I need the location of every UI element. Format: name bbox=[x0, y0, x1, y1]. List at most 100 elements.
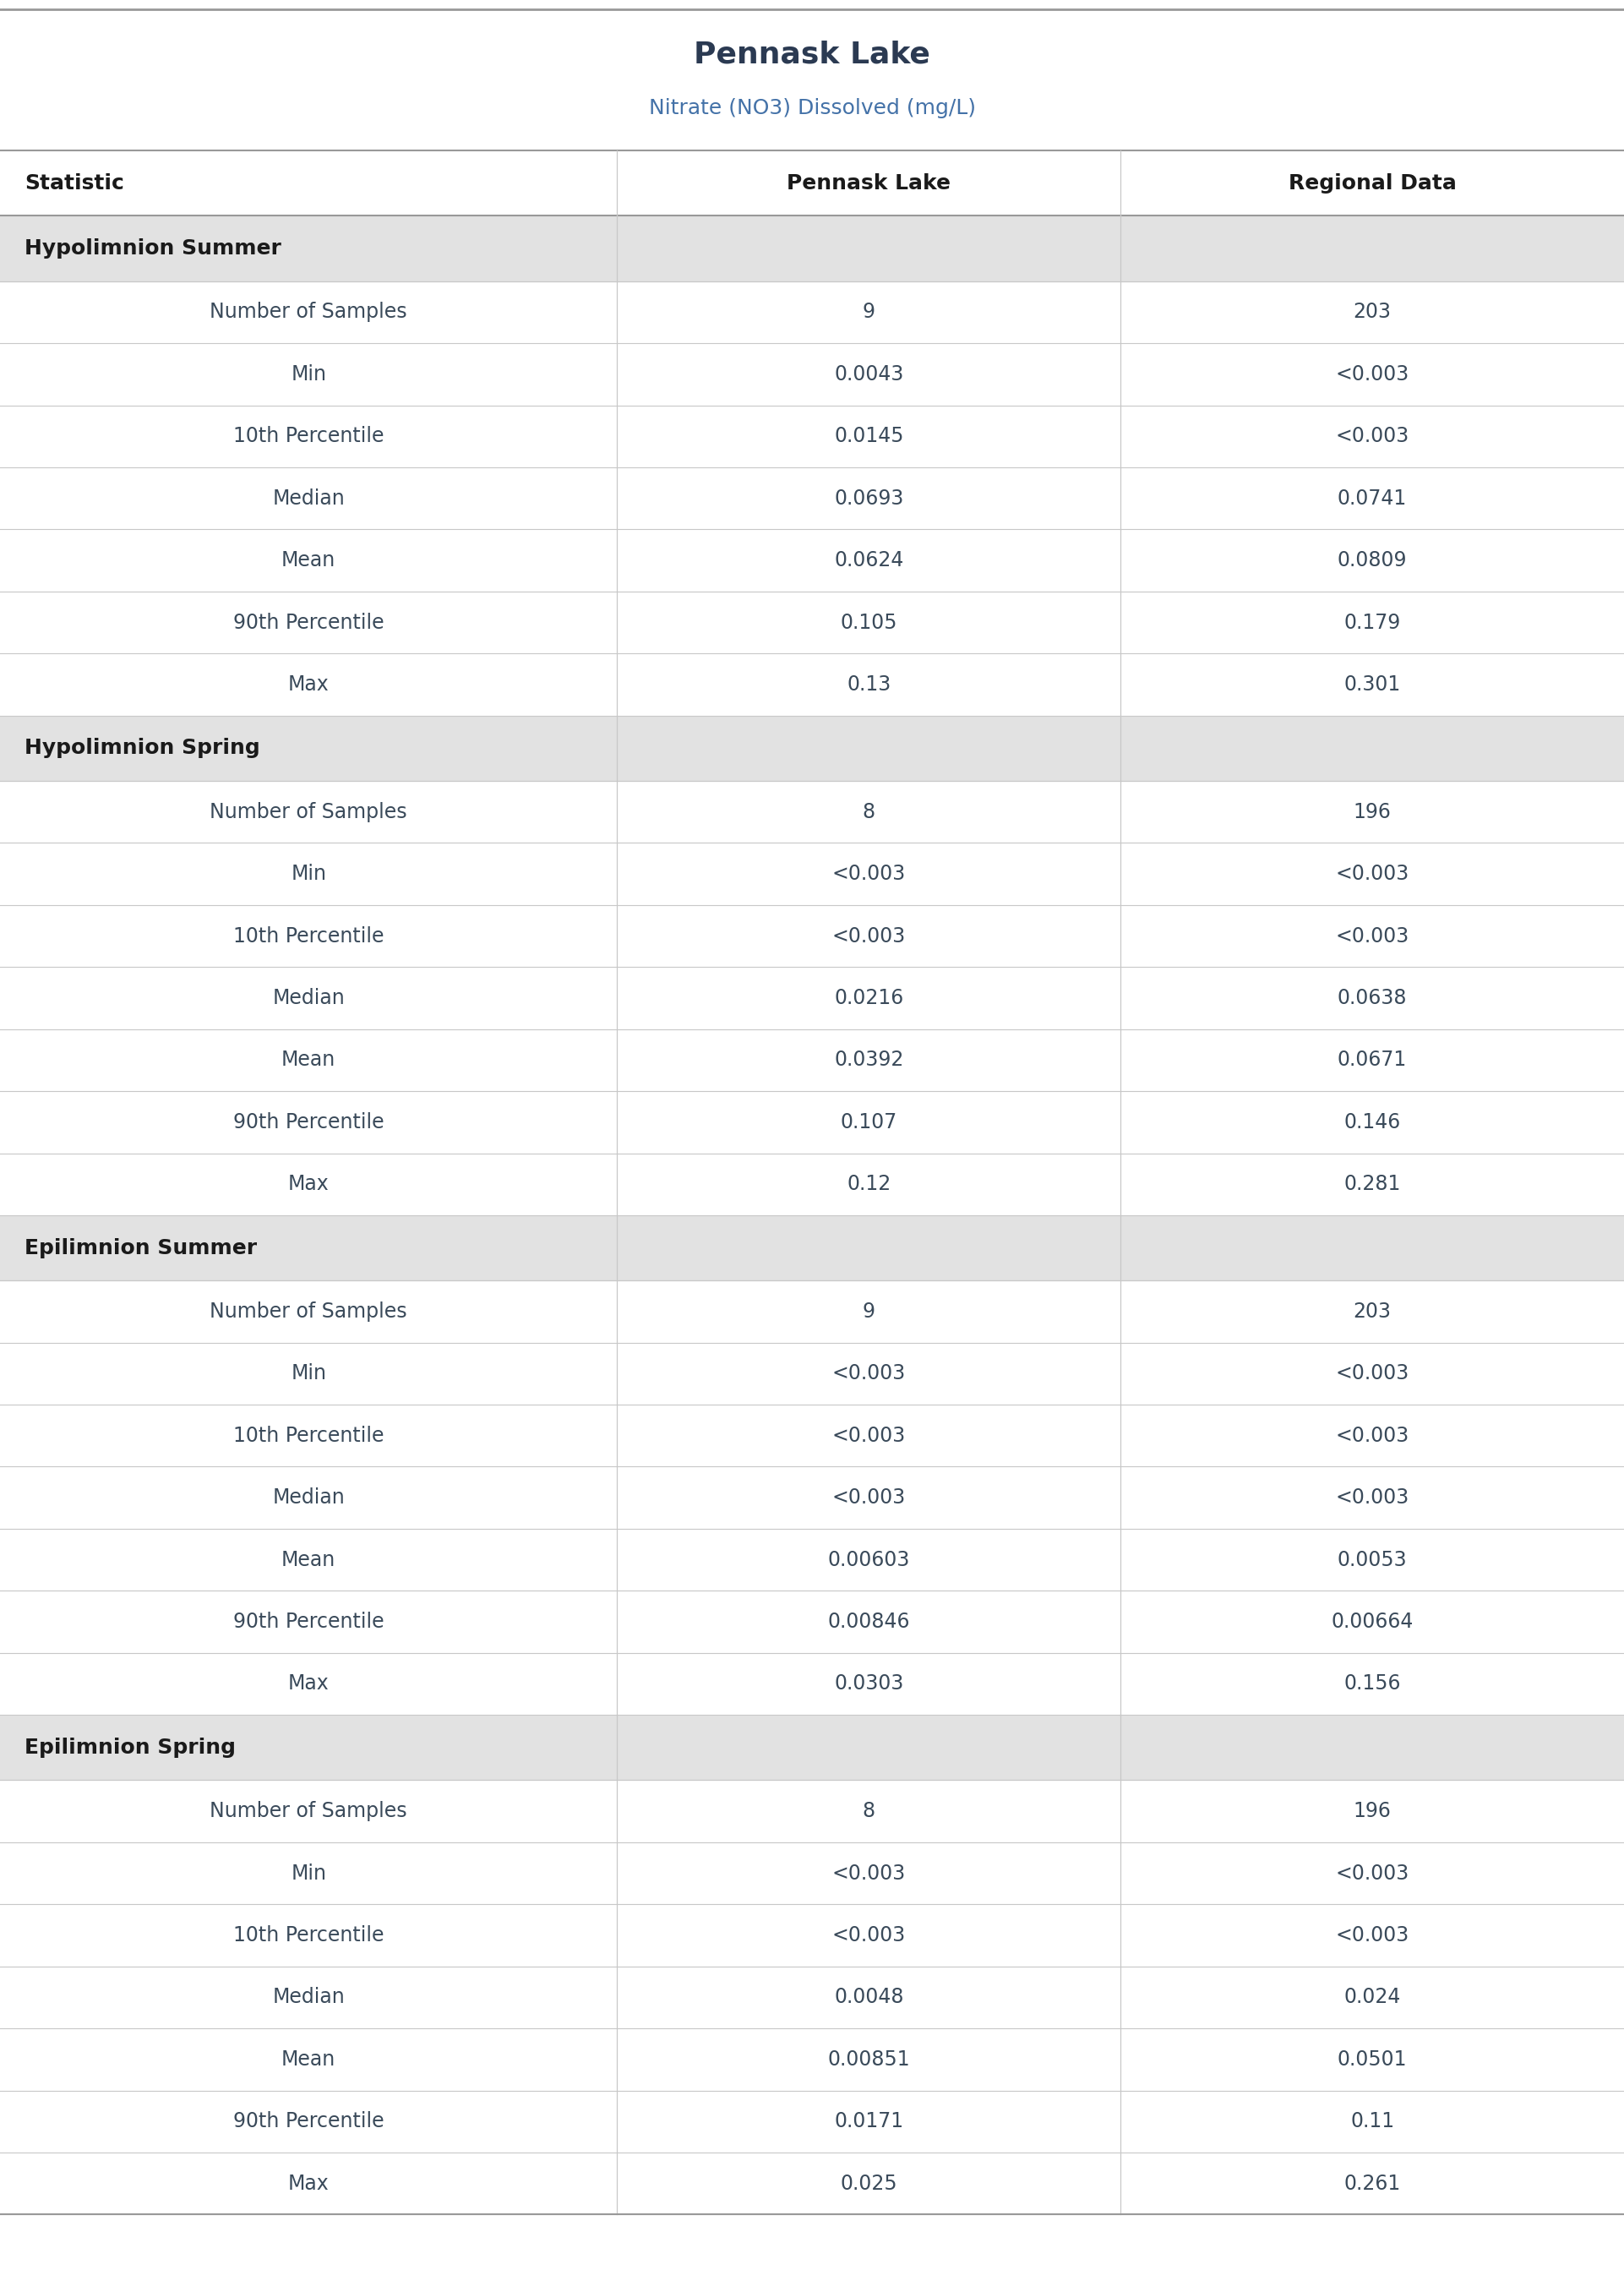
Bar bbox=[0, 781, 1624, 842]
Text: <0.003: <0.003 bbox=[1335, 1925, 1410, 1945]
Text: <0.003: <0.003 bbox=[831, 1364, 906, 1385]
Bar bbox=[0, 1843, 1624, 1905]
Text: <0.003: <0.003 bbox=[831, 1487, 906, 1507]
Text: Min: Min bbox=[291, 1864, 326, 1884]
Bar bbox=[0, 1528, 1624, 1591]
Text: Pennask Lake: Pennask Lake bbox=[693, 41, 931, 68]
Text: Median: Median bbox=[273, 488, 344, 508]
Text: 0.0501: 0.0501 bbox=[1338, 2050, 1406, 2070]
Text: 0.00846: 0.00846 bbox=[828, 1612, 909, 1632]
Text: 0.0693: 0.0693 bbox=[835, 488, 903, 508]
Bar bbox=[0, 406, 1624, 468]
Text: Epilimnion Summer: Epilimnion Summer bbox=[24, 1237, 257, 1258]
Bar bbox=[0, 1028, 1624, 1092]
Bar bbox=[0, 1342, 1624, 1405]
Text: 0.0671: 0.0671 bbox=[1338, 1051, 1406, 1069]
Text: <0.003: <0.003 bbox=[1335, 363, 1410, 384]
Bar bbox=[0, 654, 1624, 715]
Text: <0.003: <0.003 bbox=[1335, 865, 1410, 883]
Text: Regional Data: Regional Data bbox=[1288, 173, 1457, 193]
Text: 0.0216: 0.0216 bbox=[835, 987, 903, 1008]
Text: 0.0048: 0.0048 bbox=[835, 1986, 903, 2007]
Bar bbox=[0, 281, 1624, 343]
Text: <0.003: <0.003 bbox=[1335, 926, 1410, 947]
Text: 203: 203 bbox=[1353, 1301, 1392, 1321]
Text: 10th Percentile: 10th Percentile bbox=[234, 1925, 383, 1945]
Text: 10th Percentile: 10th Percentile bbox=[234, 1426, 383, 1446]
Text: 203: 203 bbox=[1353, 302, 1392, 322]
Text: <0.003: <0.003 bbox=[831, 1925, 906, 1945]
Text: 196: 196 bbox=[1353, 801, 1392, 822]
Bar bbox=[0, 1653, 1624, 1714]
Text: 9: 9 bbox=[862, 1301, 875, 1321]
Text: 90th Percentile: 90th Percentile bbox=[234, 613, 383, 633]
Text: 0.0043: 0.0043 bbox=[835, 363, 903, 384]
Bar bbox=[0, 906, 1624, 967]
Text: Mean: Mean bbox=[281, 1550, 336, 1571]
Bar bbox=[0, 1466, 1624, 1528]
Text: 0.301: 0.301 bbox=[1345, 674, 1400, 695]
Text: Number of Samples: Number of Samples bbox=[209, 801, 408, 822]
Text: 10th Percentile: 10th Percentile bbox=[234, 427, 383, 447]
Text: 0.00851: 0.00851 bbox=[828, 2050, 909, 2070]
Text: 0.025: 0.025 bbox=[840, 2172, 898, 2193]
Text: 0.0053: 0.0053 bbox=[1338, 1550, 1406, 1571]
Text: <0.003: <0.003 bbox=[831, 1864, 906, 1884]
Text: Hypolimnion Spring: Hypolimnion Spring bbox=[24, 738, 260, 758]
Text: Max: Max bbox=[287, 674, 330, 695]
Text: Statistic: Statistic bbox=[24, 173, 123, 193]
Text: Median: Median bbox=[273, 987, 344, 1008]
Text: 0.0741: 0.0741 bbox=[1338, 488, 1406, 508]
Bar bbox=[0, 2152, 1624, 2216]
Text: 0.11: 0.11 bbox=[1350, 2111, 1395, 2132]
Text: Min: Min bbox=[291, 1364, 326, 1385]
Bar bbox=[0, 1714, 1624, 1780]
Text: <0.003: <0.003 bbox=[1335, 1864, 1410, 1884]
Text: <0.003: <0.003 bbox=[831, 865, 906, 883]
Text: Mean: Mean bbox=[281, 2050, 336, 2070]
Text: <0.003: <0.003 bbox=[831, 1426, 906, 1446]
Bar bbox=[0, 529, 1624, 592]
Text: 196: 196 bbox=[1353, 1800, 1392, 1821]
Text: 0.12: 0.12 bbox=[846, 1174, 892, 1194]
Text: Hypolimnion Summer: Hypolimnion Summer bbox=[24, 238, 281, 259]
Text: Min: Min bbox=[291, 865, 326, 883]
Text: Median: Median bbox=[273, 1986, 344, 2007]
Text: 9: 9 bbox=[862, 302, 875, 322]
Text: Mean: Mean bbox=[281, 549, 336, 570]
Text: 8: 8 bbox=[862, 801, 875, 822]
Text: 0.146: 0.146 bbox=[1345, 1112, 1400, 1133]
Text: <0.003: <0.003 bbox=[831, 926, 906, 947]
Text: 0.13: 0.13 bbox=[846, 674, 892, 695]
Bar bbox=[0, 2091, 1624, 2152]
Text: <0.003: <0.003 bbox=[1335, 1426, 1410, 1446]
Text: Number of Samples: Number of Samples bbox=[209, 1301, 408, 1321]
Bar bbox=[0, 1214, 1624, 1280]
Text: 8: 8 bbox=[862, 1800, 875, 1821]
Text: Max: Max bbox=[287, 1673, 330, 1693]
Text: 10th Percentile: 10th Percentile bbox=[234, 926, 383, 947]
Bar bbox=[0, 1280, 1624, 1342]
Bar bbox=[0, 1780, 1624, 1843]
Bar bbox=[0, 343, 1624, 406]
Bar bbox=[0, 842, 1624, 906]
Text: <0.003: <0.003 bbox=[1335, 1487, 1410, 1507]
Text: 0.0638: 0.0638 bbox=[1338, 987, 1406, 1008]
Text: 0.0145: 0.0145 bbox=[835, 427, 903, 447]
Text: 0.261: 0.261 bbox=[1345, 2172, 1400, 2193]
Text: 90th Percentile: 90th Percentile bbox=[234, 1112, 383, 1133]
Bar bbox=[0, 1153, 1624, 1214]
Text: 0.156: 0.156 bbox=[1343, 1673, 1402, 1693]
Bar bbox=[0, 967, 1624, 1028]
Bar bbox=[0, 1405, 1624, 1466]
Text: <0.003: <0.003 bbox=[1335, 1364, 1410, 1385]
Text: Min: Min bbox=[291, 363, 326, 384]
Text: 0.0624: 0.0624 bbox=[835, 549, 903, 570]
Text: <0.003: <0.003 bbox=[1335, 427, 1410, 447]
Text: 0.0171: 0.0171 bbox=[835, 2111, 903, 2132]
Text: 0.179: 0.179 bbox=[1345, 613, 1400, 633]
Text: 90th Percentile: 90th Percentile bbox=[234, 2111, 383, 2132]
Text: Mean: Mean bbox=[281, 1051, 336, 1069]
Bar bbox=[0, 715, 1624, 781]
Text: 0.024: 0.024 bbox=[1343, 1986, 1402, 2007]
